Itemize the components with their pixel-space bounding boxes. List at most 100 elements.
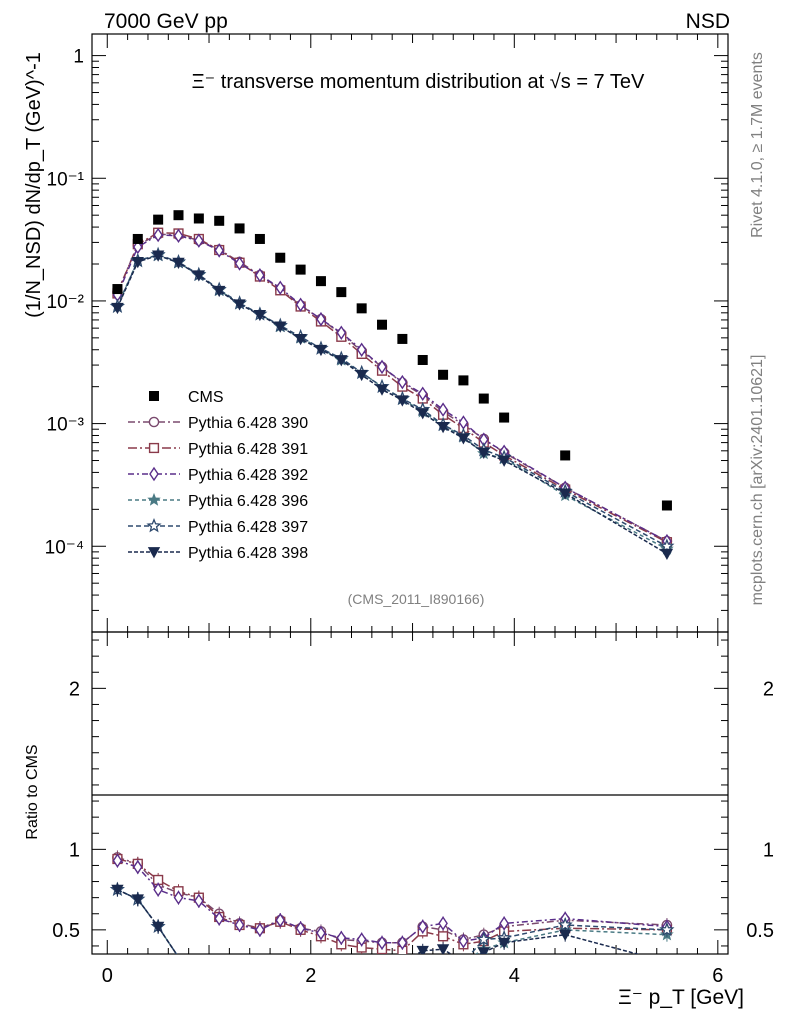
x-axis-label: Ξ⁻ p_T [GeV] (618, 986, 744, 1009)
series-point (314, 344, 328, 357)
series-point (497, 455, 511, 467)
series-point (151, 250, 165, 262)
series-point (255, 267, 265, 283)
ratio-y-tick-label: 0.5 (52, 920, 80, 942)
legend-marker (146, 518, 162, 533)
x-tick-label: 0 (102, 965, 113, 987)
legend-label: Pythia 6.428 392 (188, 467, 308, 484)
main-series-layer (109, 210, 675, 561)
data-point (275, 252, 286, 263)
series-point (131, 257, 144, 269)
series-point (233, 299, 246, 311)
y-tick-label: 10⁻³ (47, 415, 85, 436)
series-point (274, 321, 287, 333)
legend-label: Pythia 6.428 398 (188, 545, 308, 562)
ratio-plot-frame (91, 631, 729, 955)
series-point (436, 421, 450, 434)
data-point (295, 264, 306, 275)
series-point (173, 228, 184, 243)
ratio-line (117, 858, 667, 952)
y-axis-label: (1/N_NSD) dN/dp_T (GeV)^-1 (23, 52, 45, 318)
series-point (559, 488, 572, 500)
data-point (336, 287, 347, 298)
data-point (112, 284, 123, 295)
ratio-point (151, 921, 165, 933)
ratio-point (497, 937, 511, 950)
axis-ticks (92, 34, 728, 954)
ratio-point (153, 882, 163, 897)
y-tick-label: 10⁻⁴ (45, 537, 84, 558)
ratio-point (173, 890, 184, 905)
ratio-point (194, 893, 204, 909)
ratio-point (295, 920, 306, 936)
ratio-point (275, 912, 286, 928)
data-point (356, 303, 367, 314)
series-point (275, 280, 286, 296)
data-point (438, 369, 449, 380)
ratio-point (417, 919, 428, 934)
series-point (417, 386, 428, 402)
data-point (661, 500, 672, 511)
series-point (477, 447, 490, 459)
ratio-line (117, 859, 667, 944)
ratio-y-tick-label-right: 2 (763, 678, 774, 700)
ratio-point (214, 911, 225, 926)
legend-marker (147, 492, 161, 506)
series-point (336, 325, 347, 341)
ratio-point (559, 929, 572, 942)
data-point (377, 319, 388, 330)
series-point (172, 257, 185, 270)
legend-label-data: CMS (188, 389, 224, 406)
x-tick-label: 6 (712, 965, 723, 987)
ratio-y-tick-label: 2 (69, 678, 80, 700)
series-line (116, 254, 668, 555)
ratio-point (416, 945, 429, 954)
main-plot-frame (91, 33, 729, 633)
ratio-point (112, 853, 123, 868)
data-point (397, 333, 408, 344)
y-tick-label: 10⁻¹ (47, 169, 85, 190)
y-tick-label: 1 (73, 47, 84, 68)
data-point (132, 233, 143, 244)
data-point (153, 214, 164, 225)
legend-label: Pythia 6.428 390 (188, 415, 308, 432)
ratio-point (458, 933, 469, 949)
ratio-point (111, 884, 124, 896)
series-point (192, 270, 206, 282)
series-line (116, 234, 668, 542)
series-point (416, 408, 429, 420)
ratio-point (131, 894, 144, 906)
series-point (335, 355, 348, 367)
series-point (111, 302, 124, 315)
ratio-point (397, 935, 408, 950)
series-point (438, 402, 448, 417)
series-point (253, 309, 267, 322)
data-point (315, 276, 326, 287)
series-point (660, 548, 674, 561)
data-point (458, 375, 469, 386)
y-tick-label: 10⁻² (47, 292, 85, 313)
ratio-line (117, 888, 667, 954)
ratio-point (336, 930, 347, 946)
header-beam-label: 7000 GeV pp (104, 10, 228, 33)
mcplots-reference-label: mcplots.cern.ch [arXiv:2401.10621] (749, 355, 766, 606)
ratio-point (499, 916, 509, 931)
ratio-point (255, 922, 265, 938)
ratio-y-tick-label: 1 (69, 839, 80, 861)
series-point (377, 359, 387, 375)
legend-marker (148, 416, 160, 428)
data-point (499, 412, 510, 423)
series-point (356, 342, 367, 358)
data-point (173, 210, 184, 221)
axis-tick-labels: 0 2 4 6 1 10⁻¹ 10⁻² 10⁻³ 10⁻⁴ 0.5 0.5 1 1 2 2 (45, 47, 774, 987)
series-point (214, 243, 225, 258)
legend-data-marker (149, 391, 159, 401)
ratio-point (437, 931, 449, 942)
series-point (397, 374, 408, 390)
legend-marker (147, 547, 161, 559)
legend: CMS Pythia 6.428 390 Pythia 6.428 391 Pythi… (128, 389, 308, 562)
series-point (355, 369, 368, 382)
ratio-point (438, 916, 448, 931)
data-point (214, 215, 225, 226)
header-process-label: NSD (686, 10, 730, 33)
